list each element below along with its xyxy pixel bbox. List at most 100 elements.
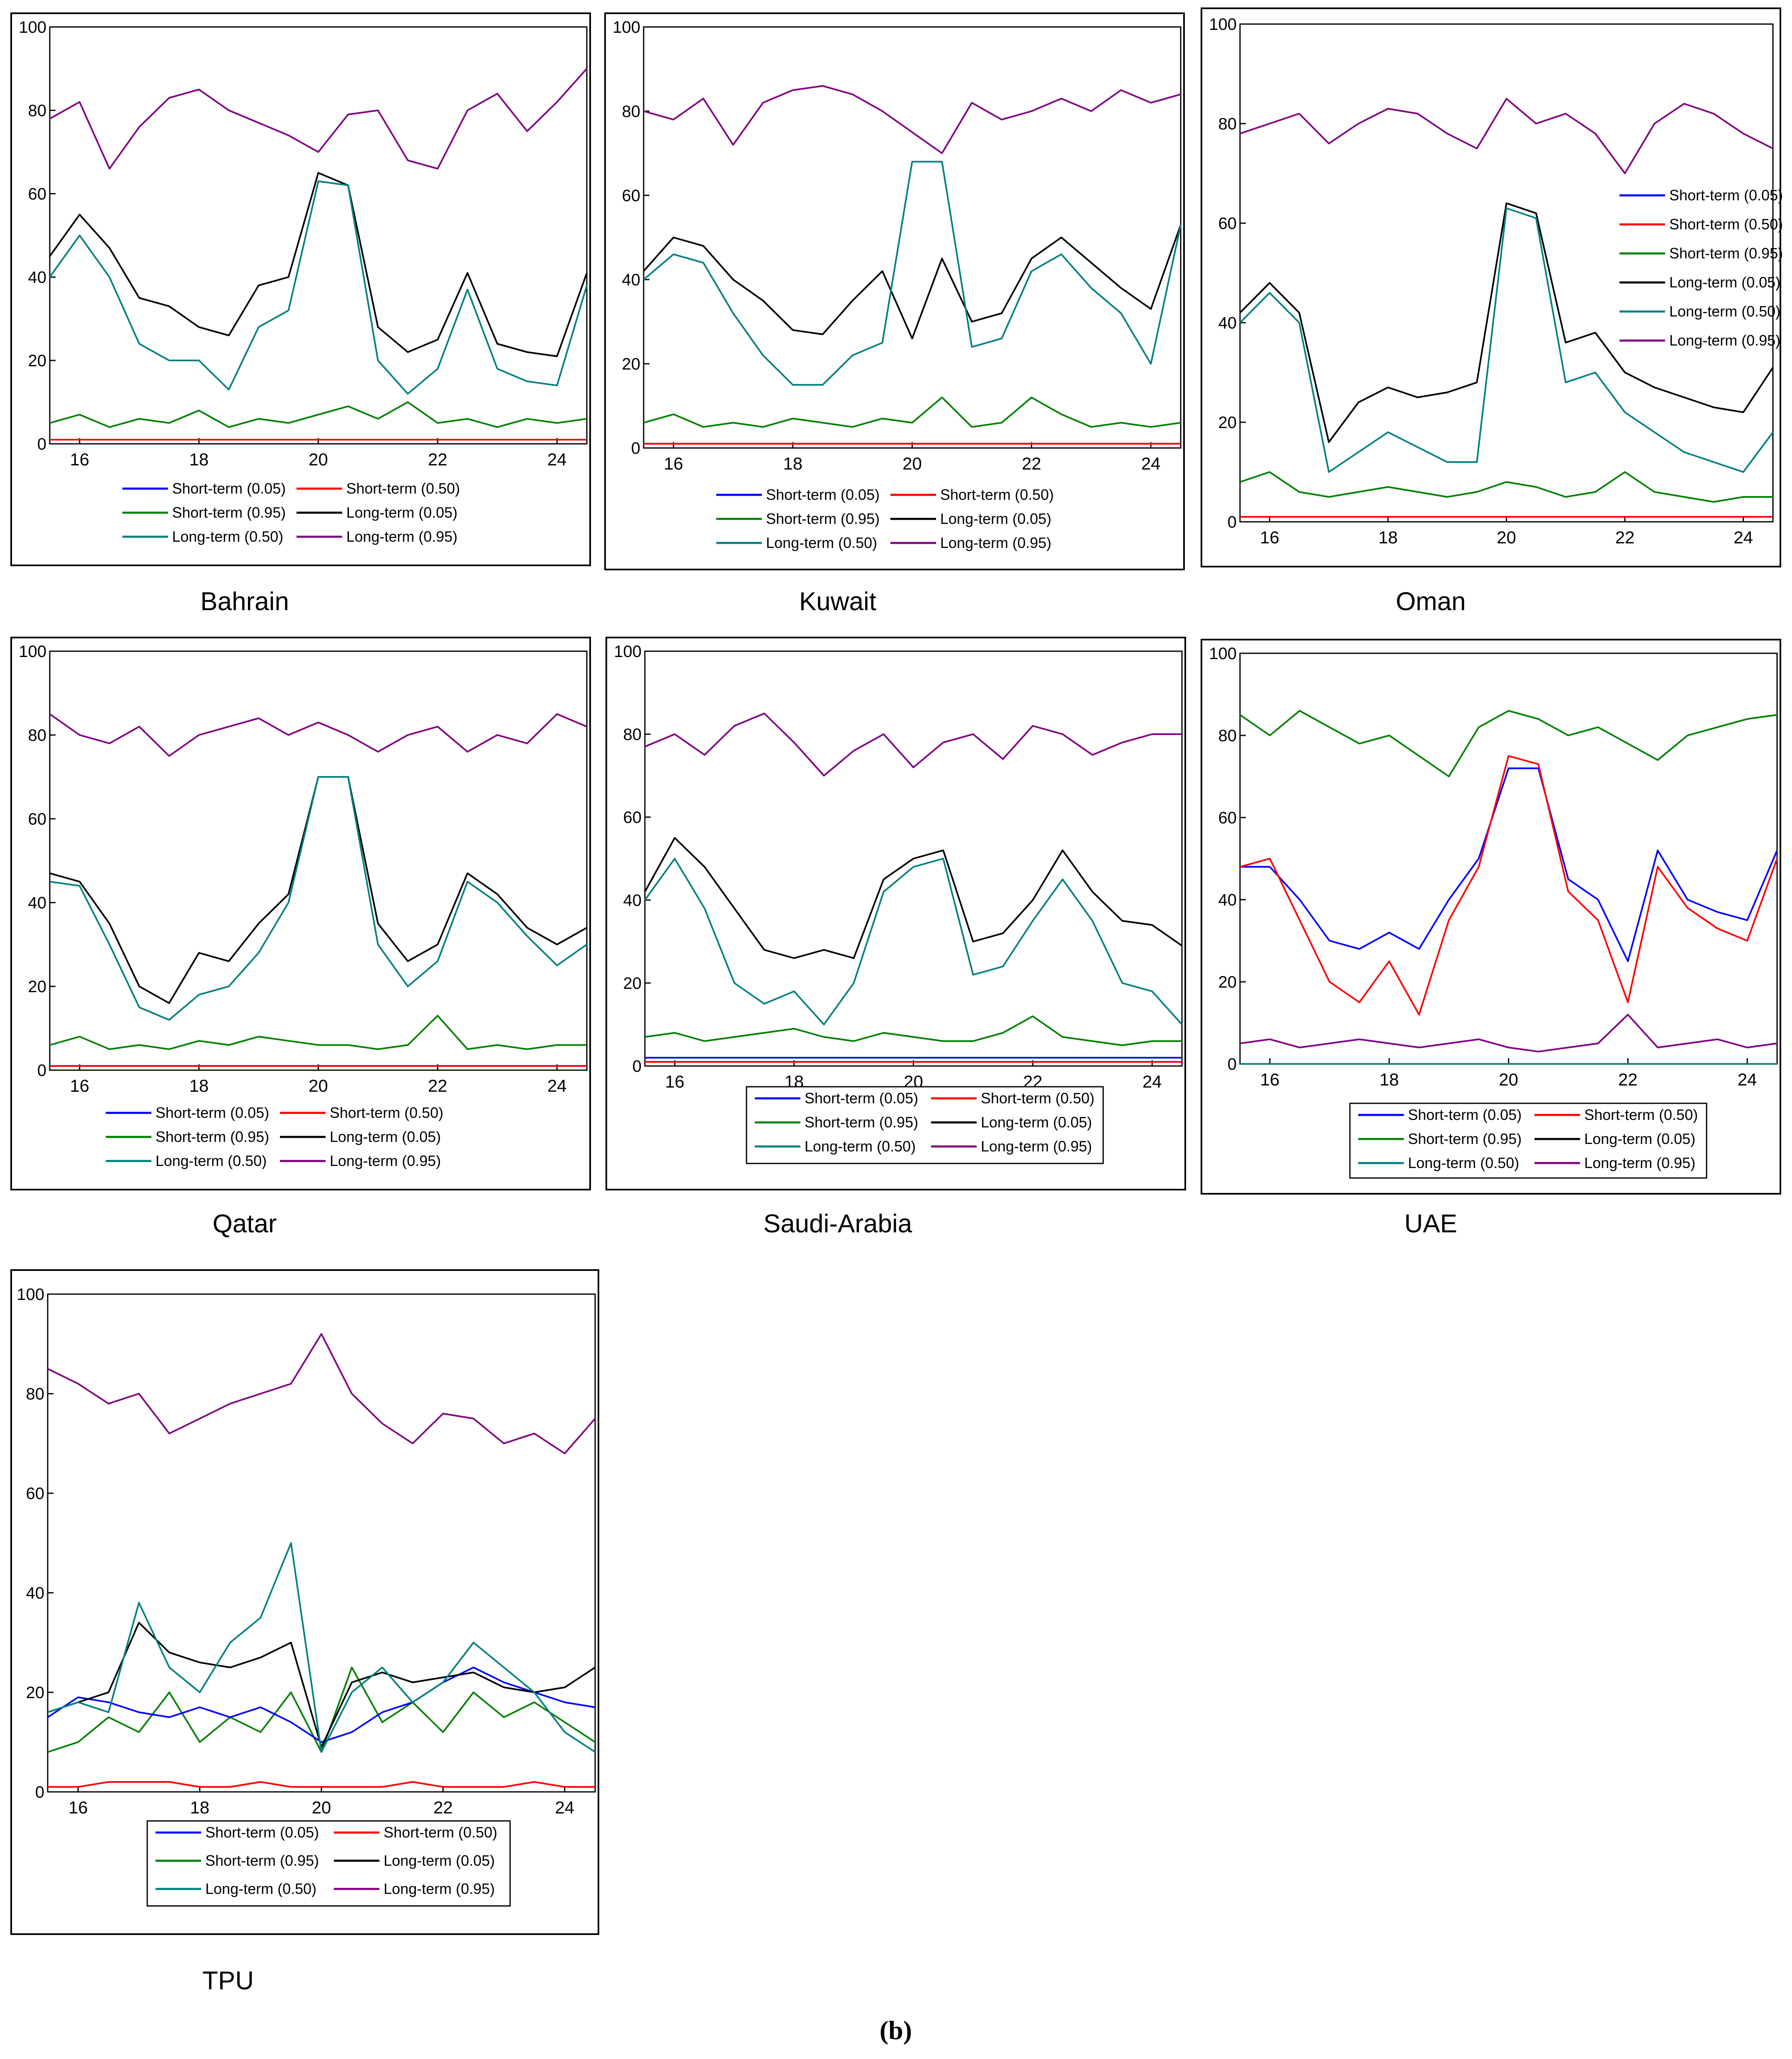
bahrain-x-tick-label: 16 — [70, 450, 90, 469]
qatar-x-tick-label: 24 — [547, 1076, 567, 1095]
saudi-arabia-legend-label-short-term-0-05: Short-term (0.05) — [805, 1090, 918, 1107]
kuwait-legend: Short-term (0.05) Short-term (0.50) Short-… — [716, 486, 1054, 551]
qatar-y-tick-label: 60 — [28, 810, 47, 828]
uae-y-tick-label: 100 — [1209, 645, 1237, 663]
caption-bahrain: Bahrain — [200, 587, 289, 616]
bahrain-x-tick-label: 24 — [547, 450, 567, 469]
chart-kuwait: 0 20 40 60 80 100 16 18 20 22 24 Short-term (0.05) S… — [604, 12, 1185, 570]
bahrain-y-tick-label: 40 — [28, 268, 47, 287]
uae-x-tick-label: 16 — [1260, 1070, 1280, 1089]
qatar-x-tick-label: 22 — [428, 1076, 447, 1095]
oman-y-tick-label: 0 — [1228, 513, 1237, 531]
tpu-series-long-term-0-50 — [47, 1542, 596, 1753]
kuwait-plot-area — [643, 26, 1182, 449]
tpu-legend: Short-term (0.05) Short-term (0.50) Short-… — [146, 1820, 511, 1907]
uae-series-long-term-0-95 — [1240, 1014, 1777, 1053]
qatar-series-short-term-0-95 — [49, 1015, 587, 1050]
saudi-arabia-legend-label-long-term-0-50: Long-term (0.50) — [805, 1138, 916, 1155]
oman-x-tick-label: 20 — [1497, 528, 1516, 547]
qatar-series-long-term-0-05 — [49, 776, 587, 1004]
saudi-arabia-series-group — [644, 713, 1183, 1063]
kuwait-series-long-term-0-05 — [643, 224, 1182, 340]
kuwait-y-tick-label: 40 — [622, 271, 641, 289]
qatar-legend-label-long-term-0-95: Long-term (0.95) — [330, 1152, 441, 1169]
bahrain-series-long-term-0-50 — [49, 180, 588, 395]
qatar-x-tick-label: 20 — [309, 1076, 328, 1095]
tpu-plot-area — [47, 1293, 596, 1793]
kuwait-y-tick-label: 60 — [622, 187, 641, 205]
tpu-legend-box — [146, 1820, 511, 1907]
tpu-y-tick-label: 100 — [17, 1285, 44, 1304]
oman-legend-label-long-term-0-50: Long-term (0.50) — [1669, 303, 1780, 320]
bahrain-legend-label-short-term-0-50: Short-term (0.50) — [346, 480, 460, 497]
qatar-legend-label-long-term-0-05: Long-term (0.05) — [330, 1128, 441, 1145]
kuwait-legend-label-long-term-0-50: Long-term (0.50) — [766, 534, 877, 551]
uae-legend-box — [1349, 1103, 1707, 1179]
qatar-frame — [10, 637, 591, 1190]
tpu-legend-label-short-term-0-50: Short-term (0.50) — [384, 1824, 497, 1841]
oman-frame — [1201, 7, 1781, 567]
bahrain-legend-label-long-term-0-95: Long-term (0.95) — [346, 528, 457, 545]
tpu-x-tick-label: 16 — [68, 1798, 88, 1817]
qatar-x-tick-label: 18 — [189, 1076, 209, 1095]
qatar-y-tick-label: 80 — [28, 726, 47, 745]
kuwait-legend-label-short-term-0-95: Short-term (0.95) — [766, 510, 880, 527]
kuwait-frame — [604, 12, 1185, 570]
uae-legend-label-long-term-0-05: Long-term (0.05) — [1584, 1130, 1695, 1147]
tpu-y-tick-label: 0 — [35, 1783, 44, 1801]
uae-legend-label-long-term-0-95: Long-term (0.95) — [1584, 1154, 1695, 1171]
oman-legend-label-long-term-0-05: Long-term (0.05) — [1669, 274, 1780, 291]
uae-y-tick-label: 20 — [1218, 973, 1237, 991]
uae-legend-label-long-term-0-50: Long-term (0.50) — [1408, 1154, 1519, 1171]
qatar-legend-label-short-term-0-05: Short-term (0.05) — [156, 1104, 269, 1121]
chart-saudi-arabia: 0 20 40 60 80 100 16 18 20 22 24 Short-term (0.05) S… — [605, 637, 1186, 1190]
saudi-arabia-legend-label-long-term-0-05: Long-term (0.05) — [981, 1114, 1092, 1131]
tpu-series-group — [47, 1333, 596, 1788]
kuwait-y-tick-label: 100 — [613, 18, 640, 37]
oman-x-tick-label: 18 — [1379, 528, 1398, 547]
oman-series-long-term-0-50 — [1239, 207, 1774, 473]
oman-y-tick-label: 100 — [1209, 15, 1237, 34]
uae-series-short-term-0-05 — [1240, 767, 1778, 962]
bahrain-series-short-term-0-95 — [49, 401, 587, 428]
tpu-legend-label-long-term-0-50: Long-term (0.50) — [205, 1880, 316, 1897]
saudi-arabia-y-tick-label: 100 — [614, 643, 642, 661]
tpu-y-tick-label: 40 — [26, 1584, 45, 1602]
tpu-legend-label-long-term-0-95: Long-term (0.95) — [384, 1880, 495, 1897]
oman-legend-label-short-term-0-95: Short-term (0.95) — [1669, 245, 1783, 262]
bahrain-y-tick-label: 60 — [28, 185, 47, 203]
bahrain-series-long-term-0-95 — [49, 68, 588, 170]
tpu-y-tick-label: 80 — [26, 1385, 45, 1403]
bahrain-legend: Short-term (0.05) Short-term (0.50) Short-… — [122, 480, 460, 545]
tpu-series-long-term-0-95 — [47, 1333, 596, 1454]
oman-y-tick-label: 20 — [1218, 414, 1237, 432]
uae-x-tick-label: 18 — [1379, 1070, 1399, 1089]
saudi-arabia-x-tick-label: 24 — [1143, 1072, 1162, 1091]
qatar-legend-label-short-term-0-50: Short-term (0.50) — [330, 1104, 443, 1121]
kuwait-series-long-term-0-95 — [643, 85, 1181, 154]
qatar-legend-label-short-term-0-95: Short-term (0.95) — [156, 1128, 269, 1145]
saudi-arabia-legend: Short-term (0.05) Short-term (0.50) Short-… — [746, 1086, 1104, 1164]
tpu-y-tick-label: 20 — [26, 1684, 45, 1702]
kuwait-series-group — [643, 85, 1182, 445]
bahrain-x-tick-label: 22 — [428, 450, 447, 469]
caption-qatar: Qatar — [212, 1210, 277, 1238]
kuwait-x-tick-label: 22 — [1022, 454, 1041, 473]
oman-y-tick-label: 40 — [1218, 314, 1237, 332]
oman-y-tick-label: 60 — [1218, 214, 1237, 233]
oman-series-long-term-0-95 — [1240, 98, 1773, 174]
tpu-y-tick-label: 60 — [26, 1485, 45, 1503]
oman-x-tick-label: 16 — [1260, 528, 1279, 547]
oman-series-long-term-0-05 — [1239, 202, 1774, 443]
caption-saudi-arabia: Saudi-Arabia — [763, 1210, 912, 1238]
qatar-plot-area — [49, 650, 588, 1071]
saudi-arabia-legend-label-short-term-0-95: Short-term (0.95) — [805, 1114, 918, 1131]
tpu-legend-label-long-term-0-05: Long-term (0.05) — [384, 1852, 495, 1869]
bahrain-legend-label-long-term-0-50: Long-term (0.50) — [172, 528, 283, 545]
uae-y-tick-label: 80 — [1218, 727, 1237, 745]
